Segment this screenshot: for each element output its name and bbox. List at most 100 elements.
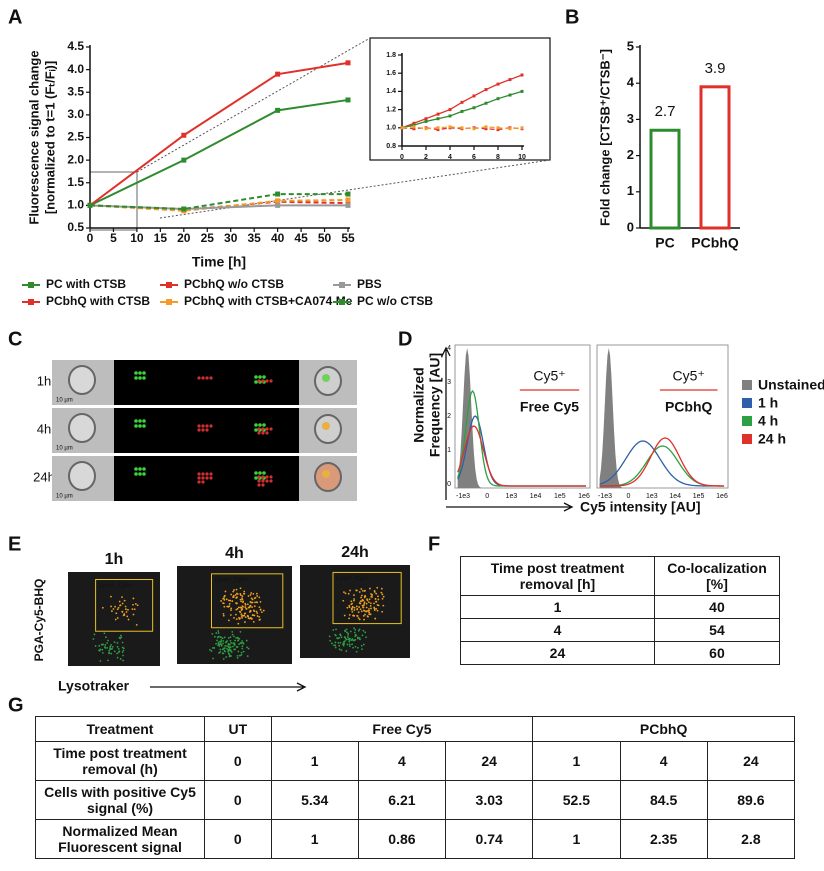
dot [131, 608, 134, 611]
dot [235, 596, 238, 599]
spot [209, 476, 213, 480]
gate [211, 573, 284, 629]
hist-frame [596, 344, 729, 489]
dot [235, 636, 237, 639]
y-tick-label: 1.6 [386, 70, 396, 77]
dot-plot-bg [177, 566, 292, 664]
y-tick-label: 1.4 [386, 88, 396, 95]
dot [354, 633, 357, 636]
x-tick-label: -1e3 [456, 493, 470, 500]
dot [117, 606, 120, 609]
point [412, 125, 416, 129]
spot [142, 419, 146, 423]
dot [127, 618, 130, 621]
panel-letter: D [398, 328, 412, 350]
zoom-connector [159, 159, 551, 219]
dot [132, 597, 135, 600]
legend-marker [166, 282, 172, 288]
dot [259, 600, 262, 603]
dot [104, 644, 107, 646]
x-tick-label: 1e5 [554, 493, 566, 500]
dot [351, 610, 354, 613]
spot [197, 428, 201, 432]
dot [358, 591, 361, 593]
spot [254, 375, 258, 379]
y-tick-label: 0 [447, 481, 451, 488]
dot [223, 647, 226, 649]
point [345, 97, 351, 103]
dot [373, 589, 376, 592]
dot [219, 643, 222, 645]
spot [322, 374, 330, 382]
dot [241, 595, 244, 598]
dot [222, 640, 225, 642]
dot [331, 642, 333, 645]
spot [265, 475, 269, 479]
dot [236, 593, 239, 595]
spot [209, 472, 213, 476]
dot [252, 609, 255, 612]
series-line [89, 98, 349, 207]
dot [250, 617, 253, 620]
point [424, 127, 428, 131]
y-tick-label: 3.0 [67, 107, 84, 121]
dot [241, 616, 243, 619]
dot [227, 650, 229, 653]
dot [238, 654, 241, 657]
spot [262, 375, 266, 379]
dot [116, 652, 118, 655]
dot [362, 599, 365, 602]
dot [249, 601, 252, 603]
y-tick-label: 3.5 [67, 84, 84, 98]
dot [237, 637, 239, 640]
dot [362, 604, 365, 607]
cell: 4 [357, 741, 447, 781]
dot [353, 599, 355, 602]
point [412, 123, 416, 127]
dot [254, 601, 256, 604]
point [460, 109, 464, 113]
x-tick-label: 40 [271, 231, 285, 245]
point [424, 117, 428, 121]
dot [212, 647, 214, 649]
point [275, 71, 281, 77]
gate-label: Lyso+_Cy5+ [215, 577, 249, 583]
dot [346, 636, 349, 638]
dot [358, 602, 361, 604]
dot [240, 654, 243, 656]
spot [254, 380, 258, 384]
cell: Normalized Mean Fluorescent signal [35, 819, 205, 859]
dot [370, 593, 372, 595]
cell: 3.03 [445, 780, 534, 820]
dot [215, 632, 218, 634]
legend-swatch [742, 398, 752, 408]
dot [340, 649, 343, 651]
dot [247, 615, 249, 618]
dot [127, 608, 129, 611]
dot [354, 628, 357, 631]
spot [201, 376, 205, 380]
x-tick-label: 20 [177, 231, 191, 245]
y-tick-label: 0 [627, 219, 634, 234]
dot [224, 590, 227, 593]
row: Time post treatment removal (h) 0 1 4 24 1 4 24 [35, 741, 796, 781]
dot [231, 600, 234, 602]
dot [241, 640, 243, 642]
dot [334, 644, 337, 647]
spot [322, 470, 330, 478]
point [436, 117, 440, 121]
spot [262, 423, 266, 427]
dot [373, 606, 376, 609]
cell: 52.5 [532, 780, 621, 820]
y-axis-label: Fold change [CTSB⁺/CTSB⁻] [597, 49, 612, 226]
x-tick-label: 10 [130, 231, 144, 245]
dot [366, 615, 369, 618]
spot [261, 427, 265, 431]
panel-letter: B [565, 6, 579, 28]
dot [125, 611, 128, 613]
dot [348, 604, 351, 607]
gate-label: Cy5⁺ [673, 368, 705, 384]
dot [255, 592, 258, 595]
dot [355, 650, 358, 653]
dot [345, 650, 348, 652]
